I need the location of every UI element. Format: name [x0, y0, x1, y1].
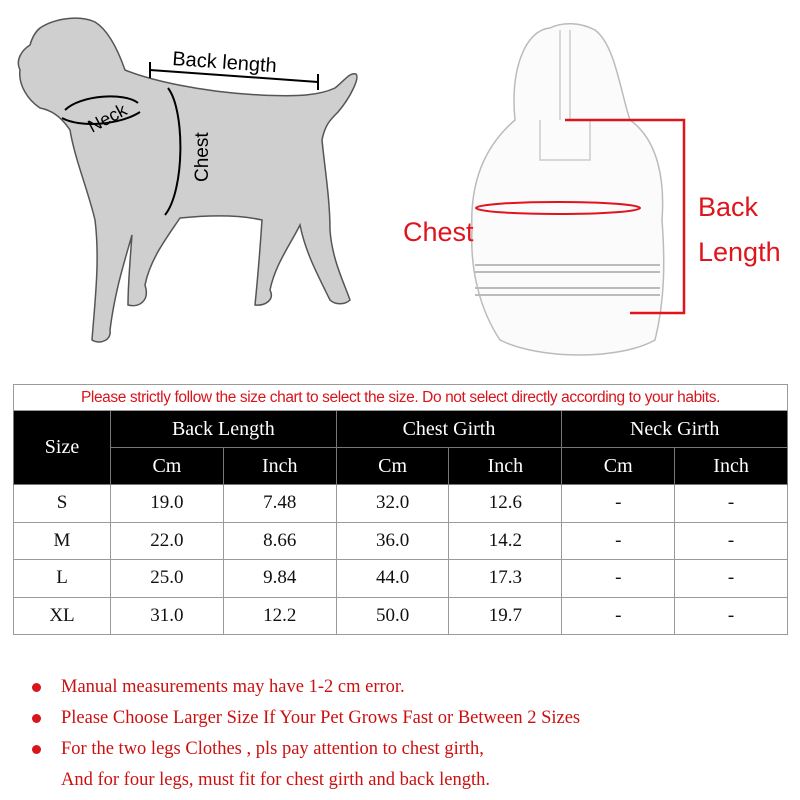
measurement-cell: -	[674, 559, 788, 598]
measurement-cell: 44.0	[335, 559, 450, 598]
header-unit: Cm	[335, 447, 450, 485]
measurement-cell: 9.84	[222, 559, 337, 598]
measurement-cell: 32.0	[335, 484, 450, 523]
size-chart-table: Please strictly follow the size chart to…	[13, 384, 788, 635]
note-item: Manual measurements may have 1-2 cm erro…	[32, 674, 580, 705]
measurement-cell: 14.2	[448, 521, 563, 560]
measurement-cell: -	[561, 484, 676, 523]
bullet-icon	[32, 683, 41, 692]
measurement-cell: 19.7	[448, 596, 563, 635]
chest-girth-marker	[475, 201, 641, 215]
header-unit: Cm	[561, 447, 676, 485]
measurement-cell: 7.48	[222, 484, 337, 523]
coat-chest-label: Chest	[403, 217, 474, 247]
header-unit: Inch	[674, 447, 788, 485]
measurement-cell: 19.0	[110, 484, 224, 523]
neck-arrow-icon	[64, 95, 139, 111]
header-unit: Inch	[222, 447, 337, 485]
measurement-cell: 12.2	[222, 596, 337, 635]
back-length-line	[149, 69, 319, 83]
measurement-cell: 22.0	[110, 521, 224, 560]
measurement-cell: -	[561, 521, 676, 560]
header-unit: Inch	[448, 447, 563, 485]
table-row: M 22.0 8.66 36.0 14.2- -	[13, 521, 788, 560]
dog-measurement-diagram: Back length Neck Chest	[17, 17, 358, 343]
measurement-cell: 31.0	[110, 596, 224, 635]
coat-length-label: Length	[698, 237, 781, 267]
measurement-cell: 12.6	[448, 484, 563, 523]
size-cell: M	[13, 521, 111, 560]
back-length-marker	[565, 118, 686, 315]
dog-silhouette	[17, 17, 358, 343]
table-row: S 19.0 7.48 32.0 12.6- -	[13, 484, 788, 523]
chest-arrow-icon	[164, 87, 182, 216]
bullet-icon	[32, 745, 41, 754]
measurement-cell: -	[674, 521, 788, 560]
measurement-cell: 8.66	[222, 521, 337, 560]
measurement-cell: -	[674, 484, 788, 523]
measurement-cell: 50.0	[335, 596, 450, 635]
header-back-length: Back Length	[110, 410, 337, 448]
notes-list: Manual measurements may have 1-2 cm erro…	[32, 674, 580, 798]
note-item: Please Choose Larger Size If Your Pet Gr…	[32, 705, 580, 736]
note-continuation: And for four legs, must fit for chest gi…	[61, 770, 490, 790]
bullet-icon	[32, 714, 41, 723]
coat-measurement-diagram: Chest Back Length	[403, 23, 781, 356]
raincoat-outline	[471, 23, 665, 356]
measurement-cell: -	[674, 596, 788, 635]
table-row: L 25.0 9.84 44.0 17.3- -	[13, 559, 788, 598]
measurement-cell: -	[561, 596, 676, 635]
size-cell: S	[13, 484, 111, 523]
measurement-cell: 25.0	[110, 559, 224, 598]
size-notice: Please strictly follow the size chart to…	[13, 384, 788, 411]
header-chest-girth: Chest Girth	[335, 410, 563, 448]
size-cell: L	[13, 559, 111, 598]
header-neck-girth: Neck Girth	[561, 410, 788, 448]
measurement-cell: 36.0	[335, 521, 450, 560]
table-row: XL 31.0 12.2 50.0 19.7- -	[13, 596, 788, 635]
measurement-cell: -	[561, 559, 676, 598]
measurement-cell: 17.3	[448, 559, 563, 598]
note-item: For the two legs Clothes , pls pay atten…	[32, 736, 580, 767]
size-cell: XL	[13, 596, 111, 635]
coat-back-label: Back	[698, 192, 759, 222]
header-size: Size	[13, 410, 111, 485]
header-unit: Cm	[110, 447, 224, 485]
chest-label: Chest	[192, 132, 213, 182]
